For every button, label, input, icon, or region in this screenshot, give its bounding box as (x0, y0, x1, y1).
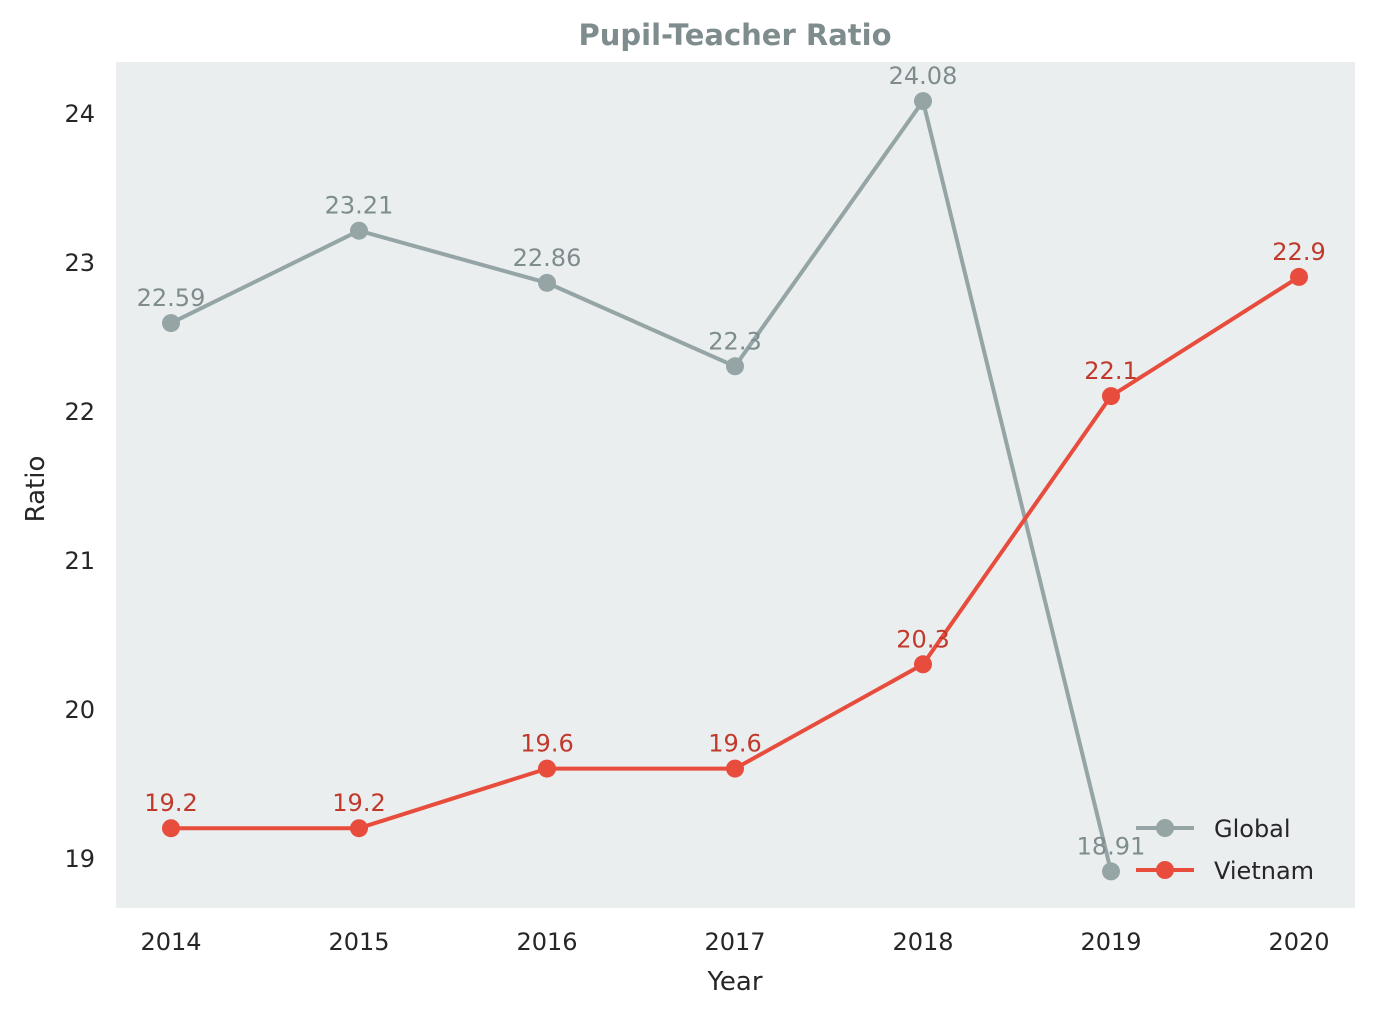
data-point-vietnam (1290, 267, 1308, 286)
data-point-vietnam (538, 759, 556, 778)
data-label-global: 22.86 (513, 244, 582, 272)
legend-marker-global (1156, 819, 1174, 837)
legend-item-global: Global (1136, 815, 1291, 843)
series-global: 22.59 23.21 22.86 22.3 24.08 18.91 (137, 62, 1146, 881)
data-point-vietnam (1102, 387, 1120, 406)
data-label-global: 22.3 (708, 327, 761, 355)
x-axis-label: Year (706, 967, 762, 997)
data-label-vietnam: 22.9 (1272, 238, 1325, 266)
legend-label-vietnam: Vietnam (1214, 857, 1314, 885)
x-tick-label: 2019 (1080, 928, 1141, 956)
y-tick-label: 24 (64, 100, 95, 128)
data-point-global (1102, 862, 1120, 881)
legend-item-vietnam: Vietnam (1136, 857, 1314, 885)
y-axis-ticks: 19 20 21 22 23 24 (64, 100, 95, 873)
x-axis-ticks: 2014 2015 2016 2017 2018 2019 2020 (140, 928, 1329, 956)
x-tick-label: 2018 (892, 928, 953, 956)
data-label-global: 18.91 (1077, 832, 1146, 860)
y-tick-label: 20 (64, 696, 95, 724)
data-label-vietnam: 19.6 (708, 730, 761, 758)
x-tick-label: 2017 (704, 928, 765, 956)
data-label-vietnam: 20.3 (896, 625, 949, 653)
data-label-vietnam: 19.6 (520, 730, 573, 758)
x-tick-label: 2014 (140, 928, 201, 956)
data-point-global (538, 273, 556, 292)
legend: Global Vietnam (1136, 815, 1314, 885)
data-point-global (162, 314, 180, 333)
data-point-global (726, 357, 744, 376)
data-point-global (350, 221, 368, 240)
x-tick-label: 2015 (328, 928, 389, 956)
data-point-vietnam (726, 759, 744, 778)
data-label-global: 22.59 (137, 284, 206, 312)
data-label-global: 24.08 (889, 62, 958, 90)
chart-title: Pupil-Teacher Ratio (578, 18, 891, 52)
legend-label-global: Global (1214, 815, 1291, 843)
y-tick-label: 19 (64, 845, 95, 873)
data-label-global: 23.21 (325, 192, 394, 220)
series-vietnam: 19.2 19.2 19.6 19.6 20.3 22.1 22.9 (144, 238, 1326, 838)
y-tick-label: 22 (64, 398, 95, 426)
data-point-vietnam (162, 819, 180, 838)
x-tick-label: 2016 (516, 928, 577, 956)
data-label-vietnam: 22.1 (1084, 357, 1137, 385)
data-point-global (914, 92, 932, 111)
data-label-vietnam: 19.2 (332, 789, 385, 817)
data-label-vietnam: 19.2 (144, 789, 197, 817)
y-tick-label: 21 (64, 547, 95, 575)
x-tick-label: 2020 (1268, 928, 1329, 956)
legend-marker-vietnam (1156, 861, 1174, 879)
series-line-global (170, 99, 1113, 872)
data-point-vietnam (350, 819, 368, 838)
y-axis-label: Ratio (21, 456, 51, 523)
data-point-vietnam (914, 655, 932, 674)
y-tick-label: 23 (64, 249, 95, 277)
plot-area (116, 62, 1355, 908)
